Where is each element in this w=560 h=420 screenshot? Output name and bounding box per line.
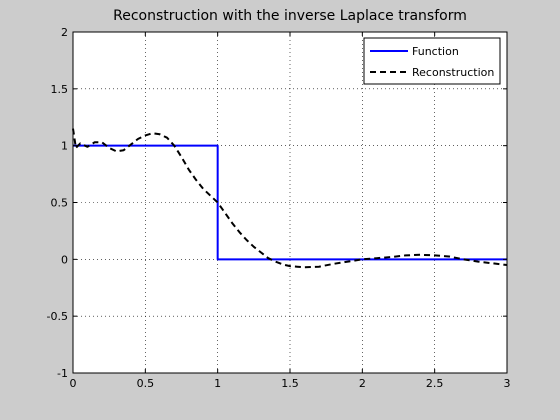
series-line-reconstruction bbox=[72, 128, 508, 269]
x-tick-label: 2 bbox=[359, 377, 366, 390]
legend-box bbox=[363, 37, 501, 85]
x-tick-label: 0.5 bbox=[137, 377, 155, 390]
series-line-function bbox=[73, 144, 507, 261]
legend-label: Reconstruction bbox=[412, 66, 494, 79]
ticks: 0 0.5 1 1.5 2 2.5 3 -1 -0.5 0 0.5 1 1.5 2 bbox=[47, 26, 511, 390]
y-tick-label: 0.5 bbox=[51, 197, 69, 210]
legend-label: Function bbox=[412, 45, 459, 58]
x-tick-label: 3 bbox=[504, 377, 511, 390]
y-tick-label: -1 bbox=[57, 367, 68, 380]
series-layer bbox=[72, 128, 508, 269]
y-tick-label: 0 bbox=[61, 253, 68, 266]
x-tick-label: 1.5 bbox=[281, 377, 299, 390]
y-tick-label: 2 bbox=[61, 26, 68, 39]
legend: Function Reconstruction bbox=[363, 37, 501, 85]
chart-title: Reconstruction with the inverse Laplace … bbox=[113, 8, 467, 24]
y-tick-label: 1.5 bbox=[51, 83, 69, 96]
y-tick-label: -0.5 bbox=[47, 310, 68, 323]
y-tick-label: 1 bbox=[61, 140, 68, 153]
grid bbox=[73, 32, 507, 373]
x-tick-label: 2.5 bbox=[426, 377, 444, 390]
x-tick-label: 0 bbox=[70, 377, 77, 390]
x-tick-label: 1 bbox=[214, 377, 221, 390]
